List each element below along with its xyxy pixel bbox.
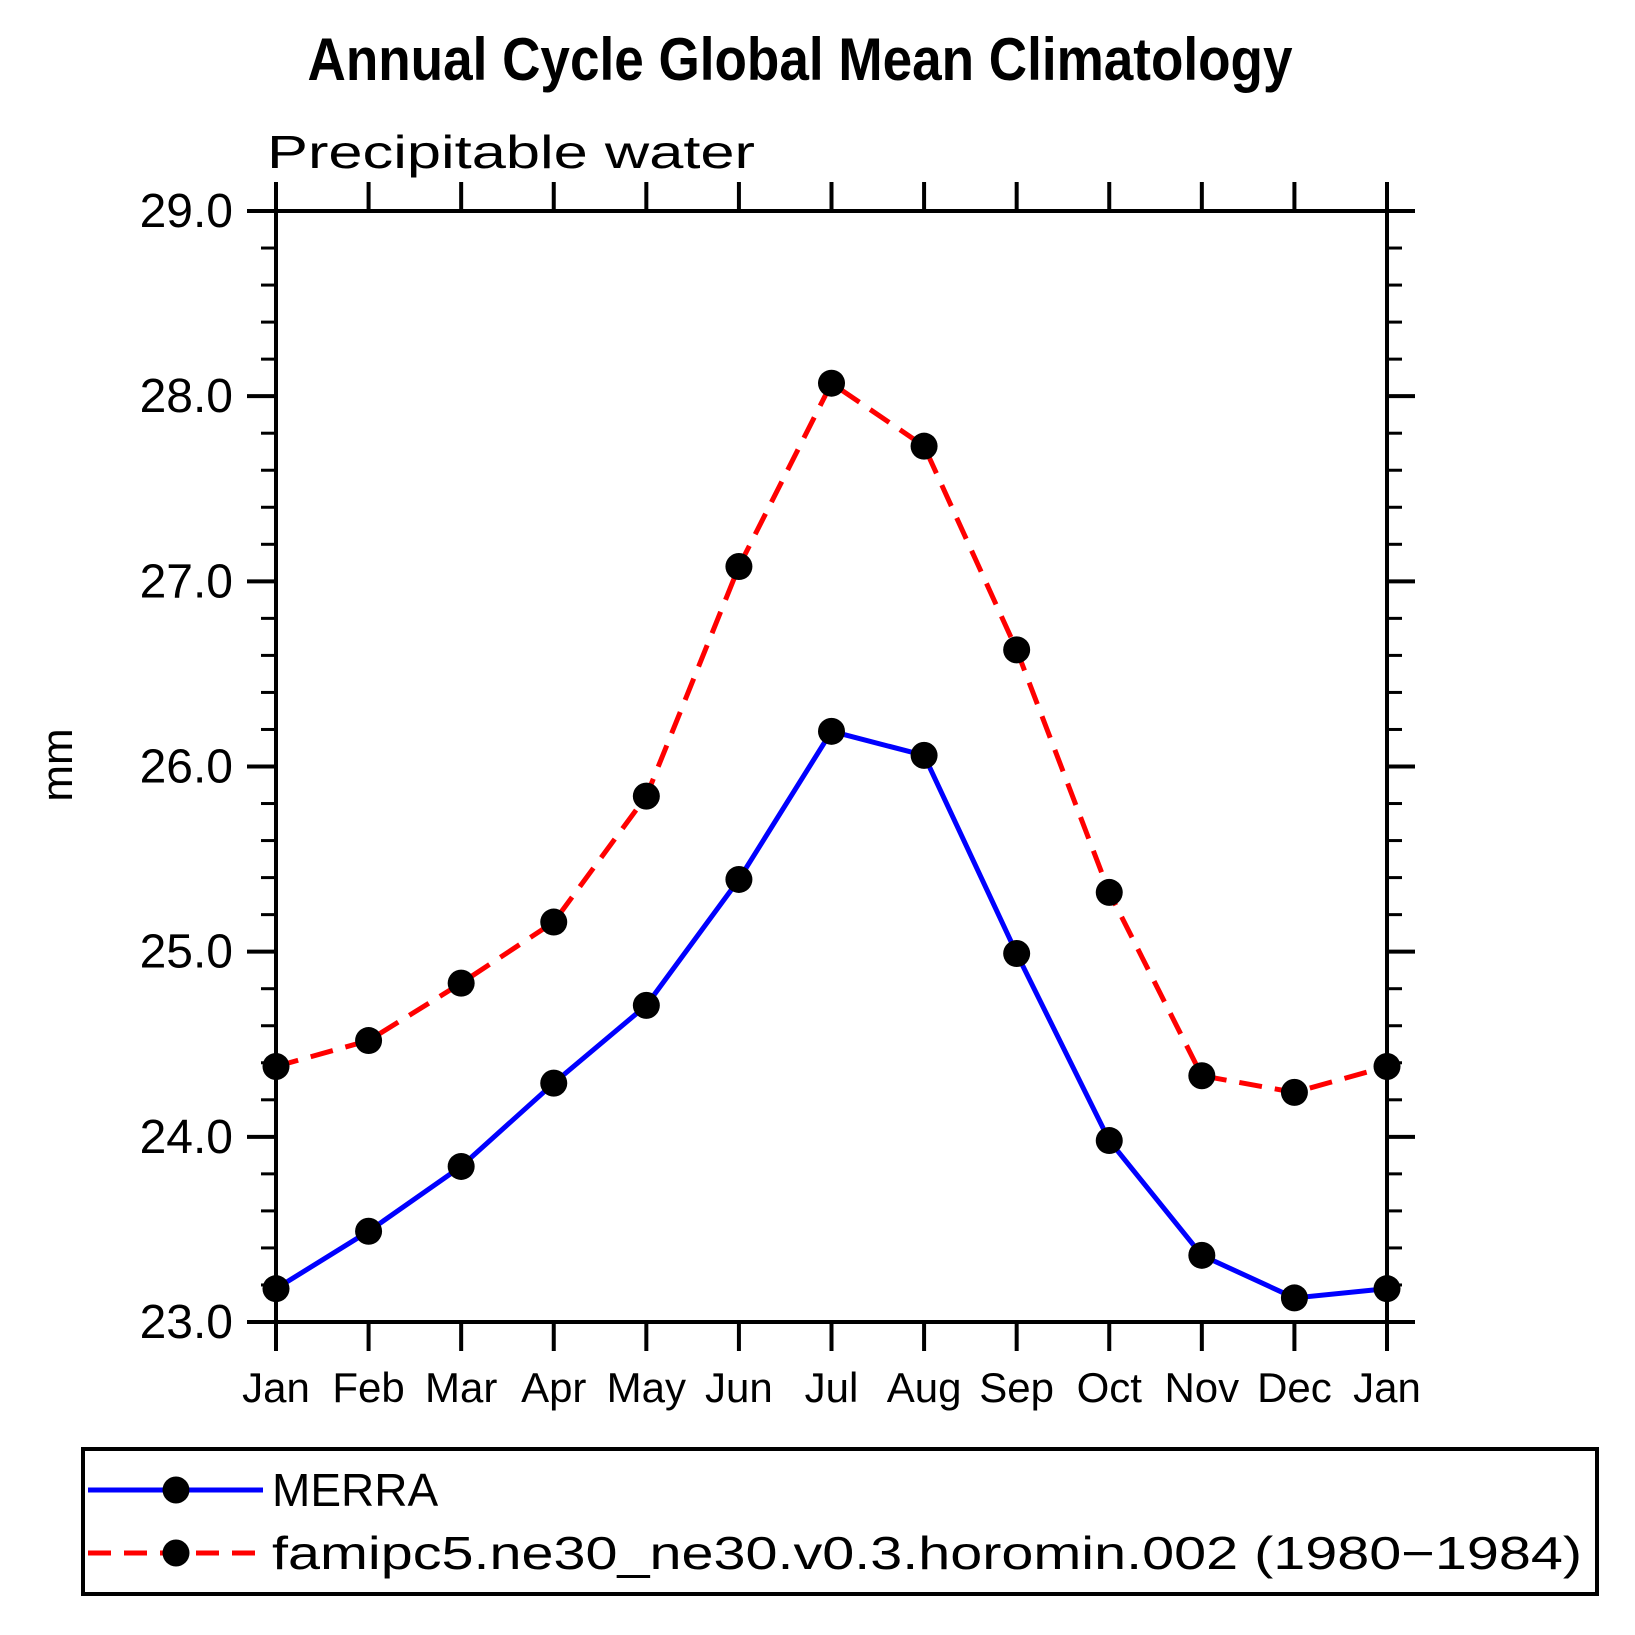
data-point-0 bbox=[355, 1217, 383, 1245]
y-tick-label: 27.0 bbox=[140, 555, 233, 608]
data-point-0 bbox=[818, 717, 845, 745]
x-tick-label: Jan bbox=[242, 1364, 310, 1411]
data-point-0 bbox=[262, 1275, 290, 1303]
x-tick-label: Mar bbox=[425, 1364, 497, 1411]
data-point-1 bbox=[540, 908, 568, 936]
legend-marker-dot bbox=[162, 1539, 190, 1567]
series-line-0 bbox=[274, 728, 1388, 1301]
data-point-1 bbox=[1095, 878, 1123, 906]
y-tick-label: 29.0 bbox=[140, 185, 233, 238]
x-tick-label: Apr bbox=[521, 1364, 586, 1411]
y-tick-label: 25.0 bbox=[140, 926, 233, 979]
x-tick-label: Jun bbox=[705, 1364, 773, 1411]
legend-label-famipc5: famipc5.ne30_ne30.v0.3.horomin.002 (1980… bbox=[272, 1527, 1582, 1579]
data-point-1 bbox=[1003, 636, 1031, 664]
legend: MERRA famipc5.ne30_ne30.v0.3.horomin.002… bbox=[81, 1447, 1599, 1596]
y-tick-label: 23.0 bbox=[140, 1296, 233, 1349]
legend-box bbox=[81, 1447, 1599, 1596]
data-point-1 bbox=[632, 782, 660, 810]
y-tick-label: 28.0 bbox=[140, 370, 233, 423]
chart-title: Annual Cycle Global Mean Climatology bbox=[308, 26, 1294, 93]
data-point-1 bbox=[910, 432, 938, 460]
data-point-1 bbox=[355, 1027, 383, 1055]
axes-layer: Jan Feb Mar Apr May Jun Jul Aug Sep Oct Nov Dec Jan2… bbox=[140, 182, 1421, 1411]
x-tick-label: Nov bbox=[1164, 1364, 1239, 1411]
data-point-1 bbox=[262, 1052, 290, 1080]
x-tick-label: Feb bbox=[332, 1364, 404, 1411]
data-point-0 bbox=[447, 1152, 475, 1180]
data-point-0 bbox=[1003, 940, 1031, 968]
x-tick-label: Oct bbox=[1077, 1364, 1143, 1411]
legend-marker-dot bbox=[162, 1476, 190, 1504]
data-point-0 bbox=[1188, 1241, 1216, 1269]
data-point-0 bbox=[1095, 1127, 1123, 1155]
series-layer bbox=[262, 369, 1401, 1312]
legend-label-merra: MERRA bbox=[272, 1464, 438, 1516]
data-point-1 bbox=[1373, 1052, 1401, 1080]
x-tick-label: Aug bbox=[887, 1364, 962, 1411]
y-axis-title: mm bbox=[33, 728, 82, 801]
x-tick-label: May bbox=[607, 1364, 686, 1411]
x-tick-label: Sep bbox=[979, 1364, 1054, 1411]
data-point-0 bbox=[1373, 1275, 1401, 1303]
data-point-0 bbox=[910, 741, 938, 769]
data-point-1 bbox=[725, 553, 753, 581]
data-point-1 bbox=[1188, 1062, 1216, 1090]
data-point-1 bbox=[1280, 1078, 1308, 1106]
data-point-0 bbox=[1280, 1284, 1308, 1312]
data-point-0 bbox=[540, 1069, 568, 1097]
x-tick-label: Dec bbox=[1257, 1364, 1332, 1411]
y-tick-label: 26.0 bbox=[140, 741, 233, 794]
data-point-1 bbox=[447, 969, 475, 997]
data-point-0 bbox=[632, 991, 660, 1019]
y-tick-label: 24.0 bbox=[140, 1111, 233, 1164]
data-point-1 bbox=[818, 369, 845, 397]
x-tick-label: Jan bbox=[1353, 1364, 1421, 1411]
data-point-0 bbox=[725, 865, 753, 893]
x-tick-label: Jul bbox=[805, 1364, 859, 1411]
chart-subtitle: Precipitable water bbox=[267, 126, 755, 178]
